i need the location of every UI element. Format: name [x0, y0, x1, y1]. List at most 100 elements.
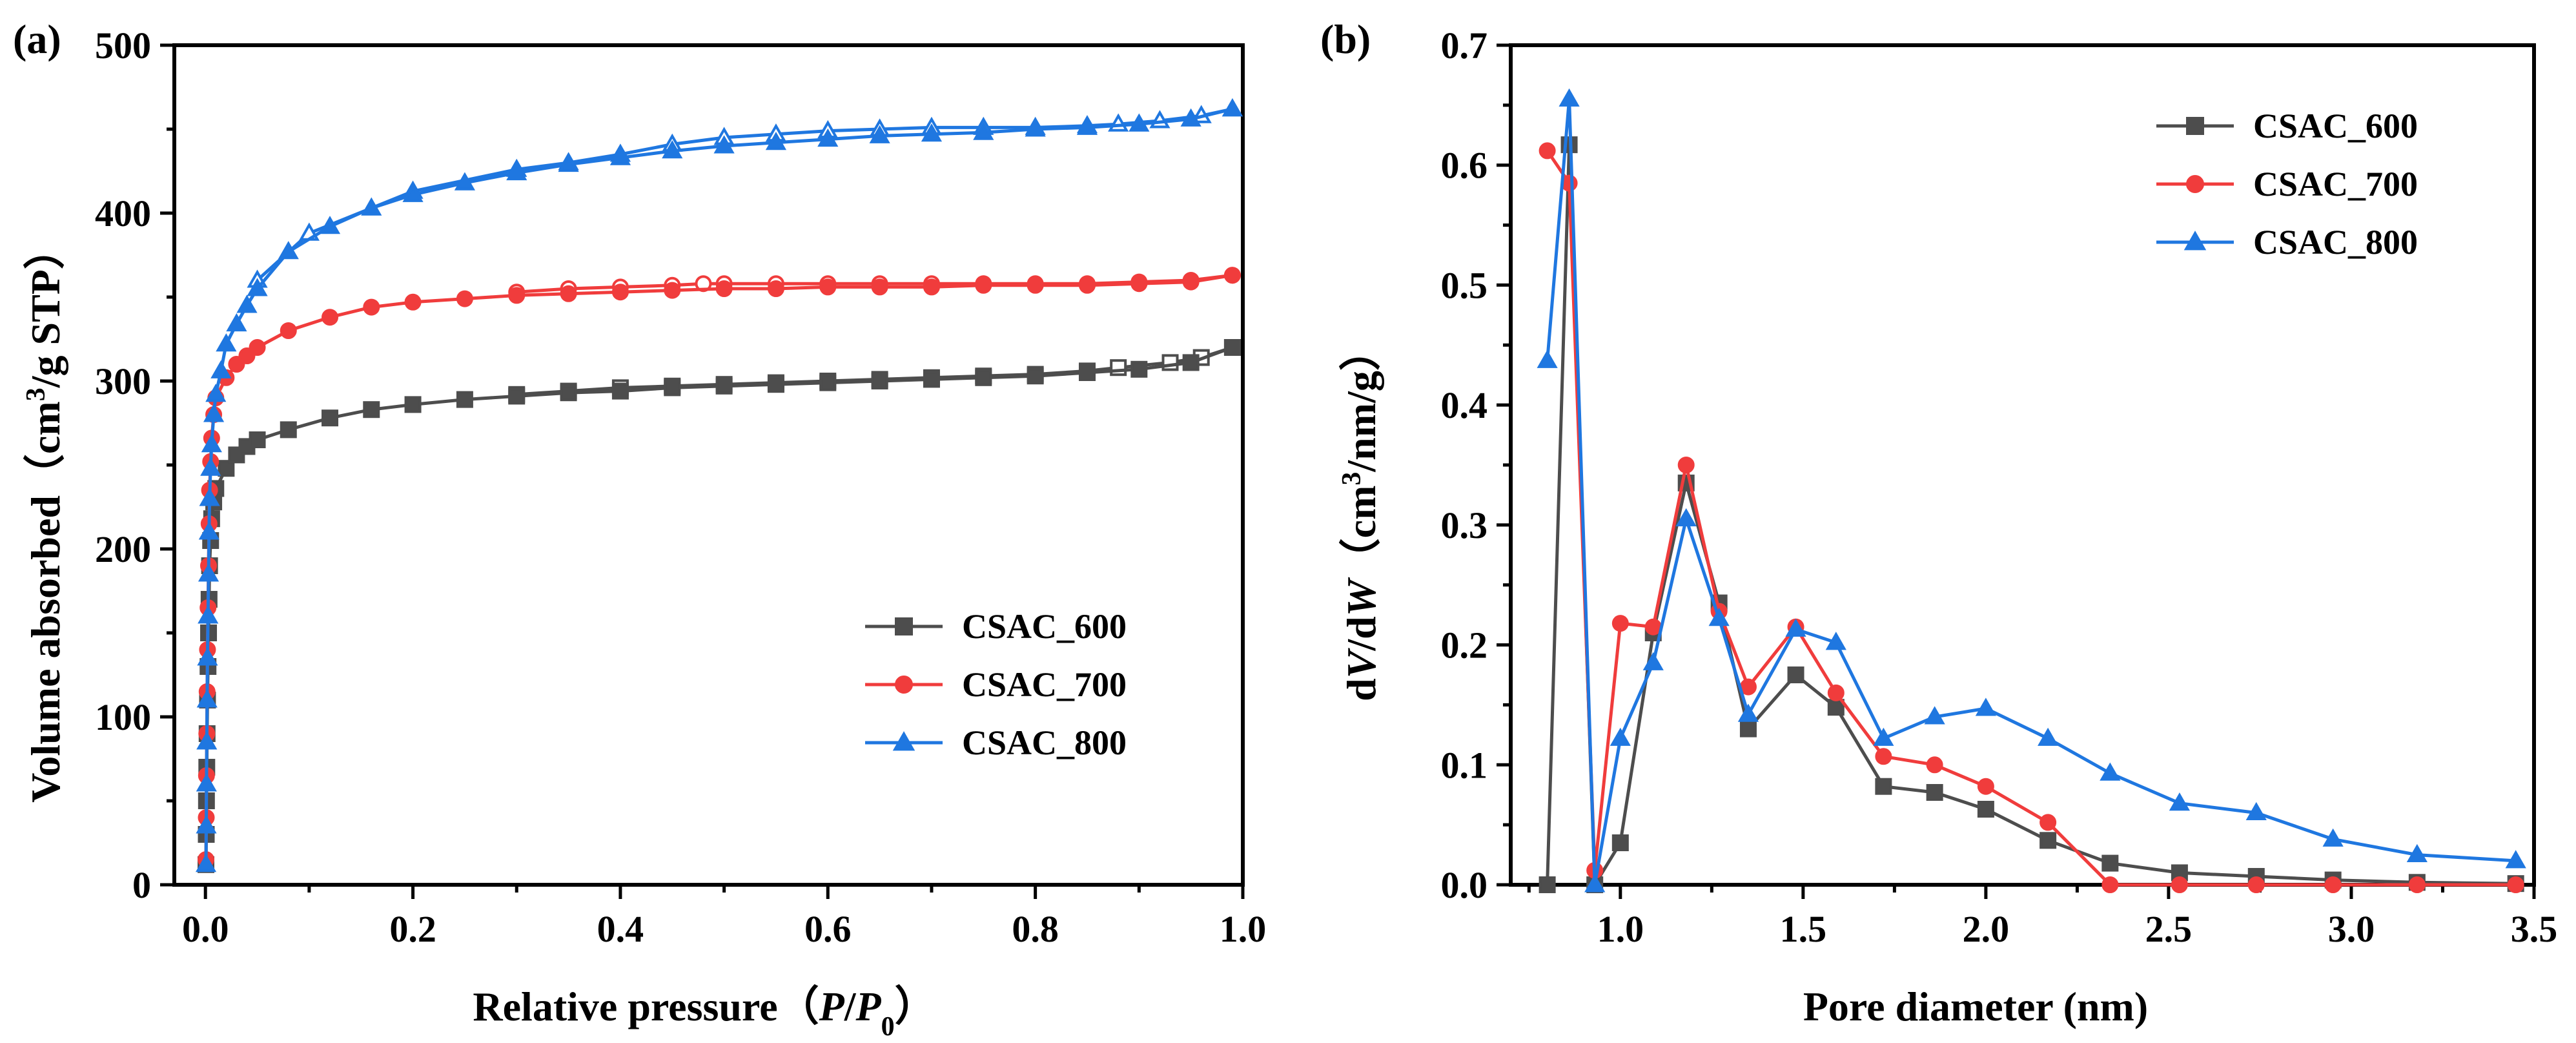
CSAC_700-data-point	[1538, 142, 1556, 160]
CSAC_600-adsorption-point	[560, 384, 577, 402]
CSAC_600-desorption-point	[1161, 354, 1179, 371]
CSAC_800-data-point	[2322, 828, 2344, 847]
CSAC_800-data-point	[1785, 618, 1806, 637]
axis-title-part: /nm/g）	[1338, 329, 1384, 472]
panel-b-y-axis-title: dV/dW（cm3/nm/g）	[1337, 329, 1384, 701]
CSAC_700-adsorption-point	[1130, 275, 1148, 293]
CSAC_800-adsorption-point	[1129, 113, 1150, 132]
CSAC_800-data-point	[1737, 703, 1759, 722]
CSAC_600-adsorption-point	[1130, 360, 1148, 378]
CSAC_600-adsorption-point	[1182, 354, 1200, 371]
CSAC_600-adsorption-point	[767, 376, 784, 393]
CSAC_600-data-point	[1977, 801, 1994, 818]
y-tick-label: 0	[132, 864, 151, 906]
CSAC_800-adsorption-point	[1222, 98, 1243, 117]
panel-a-label: (a)	[13, 16, 61, 62]
axis-title-part: d	[1338, 678, 1384, 701]
axis-title-part: Relative pressure（	[473, 984, 819, 1029]
CSAC_800-adsorption-point	[713, 135, 735, 154]
CSAC_600-adsorption-point	[975, 369, 992, 386]
CSAC_700-data-point	[1560, 174, 1578, 192]
CSAC_600-adsorption-point	[871, 373, 888, 389]
CSAC_800-adsorption-point	[558, 153, 579, 172]
x-tick-label: 1.5	[1780, 908, 1827, 950]
CSAC_600-adsorption-point	[1027, 367, 1044, 385]
CSAC_800-adsorption-point	[869, 125, 890, 143]
CSAC_800-adsorption-point	[278, 241, 299, 260]
axis-title-part: W	[1338, 577, 1384, 616]
CSAC_700-data-point	[2408, 876, 2426, 893]
CSAC_600-adsorption-point	[249, 431, 266, 448]
x-tick-label: 0.0	[182, 908, 229, 950]
CSAC_700-data-point	[1875, 748, 1892, 765]
CSAC_700-adsorption-point	[975, 276, 992, 294]
CSAC_800-adsorption-point	[236, 294, 258, 313]
CSAC_800-data-point	[2505, 850, 2526, 869]
y-tick-label: 0.3	[1441, 504, 1488, 546]
CSAC_600-data-point	[1787, 666, 1804, 683]
CSAC_600-adsorption-point	[611, 382, 629, 400]
y-tick-label: 0.4	[1441, 384, 1488, 426]
CSAC_800-data-point	[1675, 508, 1697, 527]
legend-marker-CSAC_700	[2186, 175, 2204, 193]
CSAC_600-desorption-point	[1110, 359, 1127, 377]
CSAC_800-adsorption-point	[662, 140, 683, 159]
CSAC_600-adsorption-point	[715, 377, 733, 395]
CSAC_700-adsorption-point	[322, 309, 339, 326]
CSAC_800-adsorption-point	[198, 563, 220, 582]
y-tick-label: 400	[95, 192, 151, 234]
CSAC_800-adsorption-point	[198, 605, 219, 624]
CSAC_800-data-point	[1708, 608, 1730, 626]
CSAC_800-adsorption-point	[195, 854, 217, 873]
panel-a-y-axis-title: Volume absorbed（cm3/g STP）	[21, 228, 68, 803]
x-tick-label: 2.0	[1963, 908, 2010, 950]
CSAC_800-data-point	[1873, 727, 1894, 746]
axis-title-part: 3	[1337, 472, 1367, 486]
CSAC_600-data-point	[1926, 784, 1943, 801]
axis-title-part: 3	[21, 387, 51, 401]
CSAC_700-adsorption-point	[1223, 267, 1241, 284]
CSAC_700-adsorption-point	[715, 280, 733, 297]
CSAC_700-data-point	[2101, 876, 2119, 893]
CSAC_800-adsorption-point	[765, 132, 787, 150]
CSAC_700-adsorption-point	[1027, 276, 1044, 294]
CSAC_700-adsorption-point	[1078, 276, 1096, 294]
legend-label-CSAC_600: CSAC_600	[962, 607, 1127, 646]
legend-label-CSAC_700: CSAC_700	[2253, 165, 2418, 203]
CSAC_700-adsorption-point	[363, 298, 380, 316]
CSAC_600-adsorption-point	[1223, 339, 1241, 356]
CSAC_700-adsorption-point	[767, 280, 784, 297]
axis-title-part: Volume absorbed（cm	[23, 401, 68, 803]
y-tick-label: 0.2	[1441, 625, 1488, 666]
x-tick-label: 1.0	[1220, 908, 1267, 950]
panel-b-label: (b)	[1320, 16, 1371, 62]
y-tick-label: 0.0	[1441, 864, 1488, 906]
axis-title-part: /d	[1338, 616, 1384, 651]
CSAC_800-data-point	[2169, 792, 2191, 811]
y-tick-label: 100	[95, 696, 151, 738]
y-tick-label: 0.1	[1441, 744, 1488, 786]
CSAC_800-adsorption-point	[973, 121, 994, 140]
CSAC_800-adsorption-point	[196, 773, 217, 792]
CSAC_600-adsorption-point	[280, 421, 297, 439]
series-CSAC_800	[1537, 88, 2526, 893]
x-tick-label: 1.0	[1597, 908, 1644, 950]
y-tick-label: 500	[95, 25, 151, 67]
CSAC_800-adsorption-point	[402, 183, 424, 202]
legend-label-CSAC_700: CSAC_700	[962, 665, 1127, 704]
CSAC_800-data-point	[1610, 727, 1631, 746]
CSAC_800-adsorption-point	[1025, 118, 1046, 137]
series-CSAC_800	[195, 98, 1243, 873]
legend-label-CSAC_600: CSAC_600	[2253, 107, 2418, 145]
CSAC_800-adsorption-point	[921, 123, 943, 142]
axis-title-part: P	[855, 984, 882, 1029]
CSAC_600-data-point	[2101, 854, 2119, 872]
y-tick-label: 200	[95, 528, 151, 570]
CSAC_600-adsorption-point	[1078, 364, 1096, 381]
CSAC_600-adsorption-point	[923, 371, 940, 388]
axis-title-part: 0	[881, 1012, 895, 1042]
CSAC_800-adsorption-point	[205, 384, 227, 402]
CSAC_700-adsorption-point	[508, 287, 526, 304]
axis-title-part: ）	[895, 984, 936, 1029]
